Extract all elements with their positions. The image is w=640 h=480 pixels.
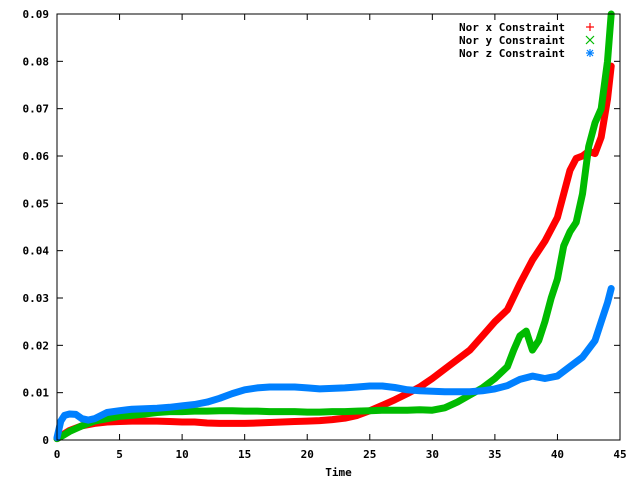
ticks-layer: 0 5 10 15 20 25 30 35 40 45 0 0.01 0.02 0.03 0.04 0.05 0… xyxy=(23,8,627,461)
x-tick-label: 20 xyxy=(301,448,314,461)
y-tick-label: 0.09 xyxy=(23,8,50,21)
legend-marker-star xyxy=(586,49,594,57)
legend-marker-plus xyxy=(586,23,594,31)
plot-frame xyxy=(56,13,621,441)
y-tick-label: 0.06 xyxy=(23,150,50,163)
y-tick-label: 0.05 xyxy=(23,197,50,210)
y-tick-label: 0 xyxy=(42,434,49,447)
x-tick-label: 0 xyxy=(54,448,61,461)
series-line-1 xyxy=(53,62,615,443)
legend-label: Nor y Constraint xyxy=(459,34,565,47)
x-tick-label: 45 xyxy=(613,448,626,461)
series-line-3 xyxy=(53,285,615,442)
legend-marker-cross xyxy=(585,35,595,45)
y-tick-label: 0.03 xyxy=(23,292,50,305)
y-tick-label: 0.01 xyxy=(23,387,50,400)
x-tick-label: 5 xyxy=(116,448,123,461)
y-tick-label: 0.04 xyxy=(23,245,50,258)
x-tick-label: 40 xyxy=(551,448,564,461)
y-tick-label: 0.02 xyxy=(23,339,50,352)
legend-label: Nor z Constraint xyxy=(459,47,565,60)
series-line-2 xyxy=(53,10,615,443)
x-tick-label: 25 xyxy=(363,448,376,461)
y-tick-label: 0.07 xyxy=(23,103,50,116)
legend-label: Nor x Constraint xyxy=(459,21,565,34)
x-tick-label: 10 xyxy=(175,448,188,461)
series-layer xyxy=(53,10,615,443)
y-tick-label: 0.08 xyxy=(23,55,50,68)
x-tick-label: 30 xyxy=(426,448,439,461)
x-tick-label: 15 xyxy=(238,448,251,461)
x-axis-label: Time xyxy=(325,466,352,479)
x-tick-label: 35 xyxy=(488,448,501,461)
